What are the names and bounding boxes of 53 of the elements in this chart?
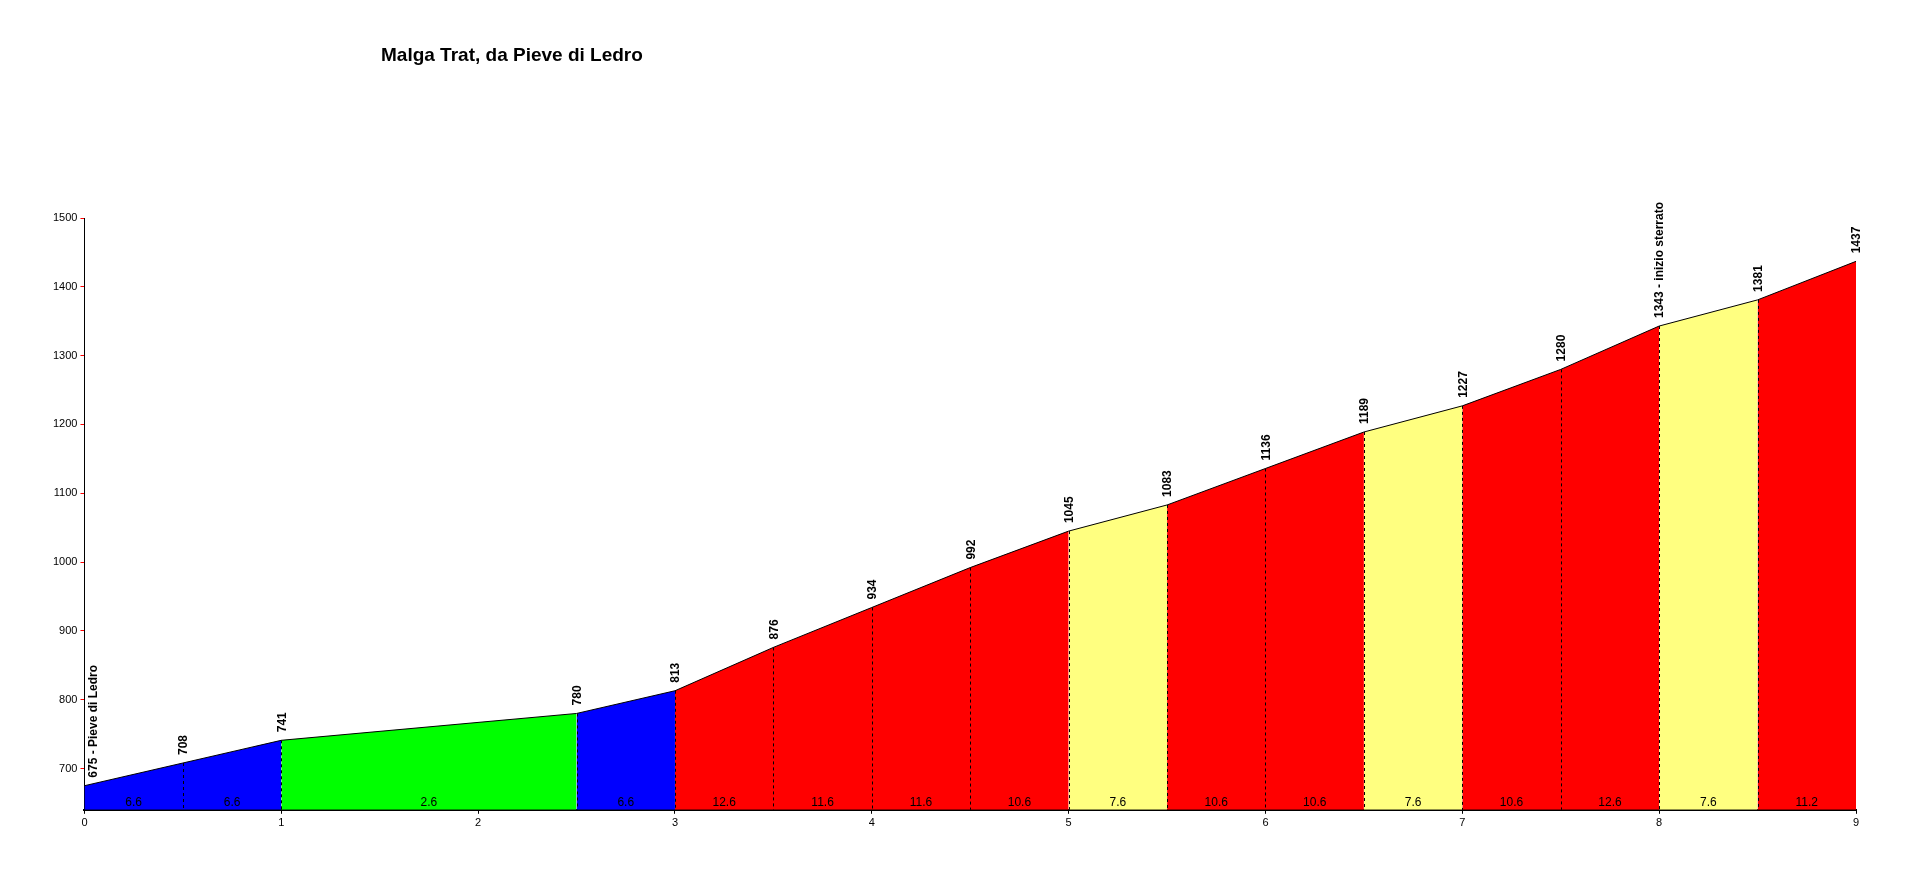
x-tick-label: 3 <box>671 816 679 829</box>
annotation: 7.6 <box>1700 795 1718 810</box>
annotation: 10.6 <box>1007 795 1032 810</box>
data-label: 780 <box>569 685 584 706</box>
y-tick-label: 800 <box>59 692 78 705</box>
data-label: 876 <box>766 619 781 640</box>
data-label: 1045 <box>1061 496 1076 524</box>
y-tick-label: 1000 <box>52 555 78 568</box>
annotation: 2.6 <box>420 795 438 810</box>
annotation: 11.6 <box>811 795 835 810</box>
annotation: 7.6 <box>1109 795 1127 810</box>
y-tick-label: 1100 <box>53 486 78 499</box>
x-tick-label: 7 <box>1459 816 1466 829</box>
x-tick-label: 0 <box>81 816 88 829</box>
data-label: 708 <box>176 734 191 756</box>
annotation: 6.6 <box>223 795 241 810</box>
y-tick-label: 1400 <box>52 279 78 292</box>
y-tick-label: 1500 <box>52 211 78 224</box>
data-label: 813 <box>668 662 683 683</box>
data-label: 934 <box>865 579 880 600</box>
annotation: 10.6 <box>1204 795 1229 810</box>
data-label: 992 <box>963 539 978 560</box>
x-tick-label: 1 <box>278 816 285 829</box>
data-label: 1083 <box>1160 469 1175 497</box>
y-tick-label: 1300 <box>52 348 78 361</box>
data-label: 1437 <box>1849 226 1864 254</box>
annotation: 6.6 <box>125 795 143 810</box>
annotation: 6.6 <box>617 795 635 810</box>
annotation: 7.6 <box>1404 795 1422 810</box>
y-tick-label: 1200 <box>52 417 78 430</box>
x-tick-label: 9 <box>1852 816 1860 829</box>
annotation: 10.6 <box>1499 795 1524 810</box>
x-tick-label: 2 <box>475 816 482 829</box>
annotation: 12.6 <box>712 795 737 810</box>
y-tick-label: 900 <box>59 623 78 636</box>
y-tick-label: 700 <box>59 761 78 774</box>
data-label: 1136 <box>1258 434 1273 461</box>
data-label: 675 - Pieve di Ledro <box>85 665 100 778</box>
x-tick-label: 8 <box>1656 816 1663 829</box>
chart-title: Malga Trat, da Pieve di Ledro <box>381 44 643 66</box>
data-label: 1343 - inizio sterrato <box>1652 201 1667 319</box>
x-tick-label: 6 <box>1262 816 1269 829</box>
data-label: 741 <box>274 711 289 733</box>
annotation: 10.6 <box>1303 795 1327 810</box>
x-tick-label: 4 <box>868 816 875 829</box>
x-tick-label: 5 <box>1065 816 1072 829</box>
data-label: 1189 <box>1357 397 1372 425</box>
data-label: 1280 <box>1554 334 1569 362</box>
data-label: 1227 <box>1455 370 1470 398</box>
annotation: 11.2 <box>1795 795 1819 810</box>
data-label: 1381 <box>1750 264 1765 292</box>
annotation: 11.6 <box>909 795 933 810</box>
annotation: 12.6 <box>1598 795 1622 810</box>
